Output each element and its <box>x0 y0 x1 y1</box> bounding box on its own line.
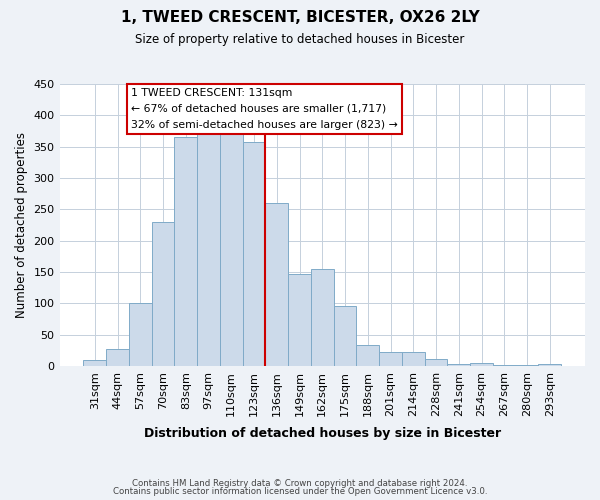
Bar <box>288 274 311 366</box>
Text: 1, TWEED CRESCENT, BICESTER, OX26 2LY: 1, TWEED CRESCENT, BICESTER, OX26 2LY <box>121 10 479 25</box>
Bar <box>470 363 493 366</box>
Bar <box>197 134 220 366</box>
Y-axis label: Number of detached properties: Number of detached properties <box>15 132 28 318</box>
Text: Size of property relative to detached houses in Bicester: Size of property relative to detached ho… <box>136 32 464 46</box>
Bar <box>152 222 175 366</box>
Bar <box>356 345 379 366</box>
Bar <box>106 349 129 366</box>
Bar <box>129 304 152 366</box>
Bar <box>425 359 448 366</box>
Bar <box>334 306 356 366</box>
Bar <box>379 352 402 366</box>
Text: Contains public sector information licensed under the Open Government Licence v3: Contains public sector information licen… <box>113 487 487 496</box>
Bar <box>83 360 106 366</box>
Bar <box>402 352 425 366</box>
Bar <box>175 137 197 366</box>
Bar <box>265 203 288 366</box>
Bar <box>538 364 561 366</box>
Bar <box>242 142 265 366</box>
X-axis label: Distribution of detached houses by size in Bicester: Distribution of detached houses by size … <box>144 427 501 440</box>
Text: Contains HM Land Registry data © Crown copyright and database right 2024.: Contains HM Land Registry data © Crown c… <box>132 478 468 488</box>
Bar <box>448 364 470 366</box>
Text: 1 TWEED CRESCENT: 131sqm
← 67% of detached houses are smaller (1,717)
32% of sem: 1 TWEED CRESCENT: 131sqm ← 67% of detach… <box>131 88 398 130</box>
Bar <box>311 269 334 366</box>
Bar <box>220 132 242 366</box>
